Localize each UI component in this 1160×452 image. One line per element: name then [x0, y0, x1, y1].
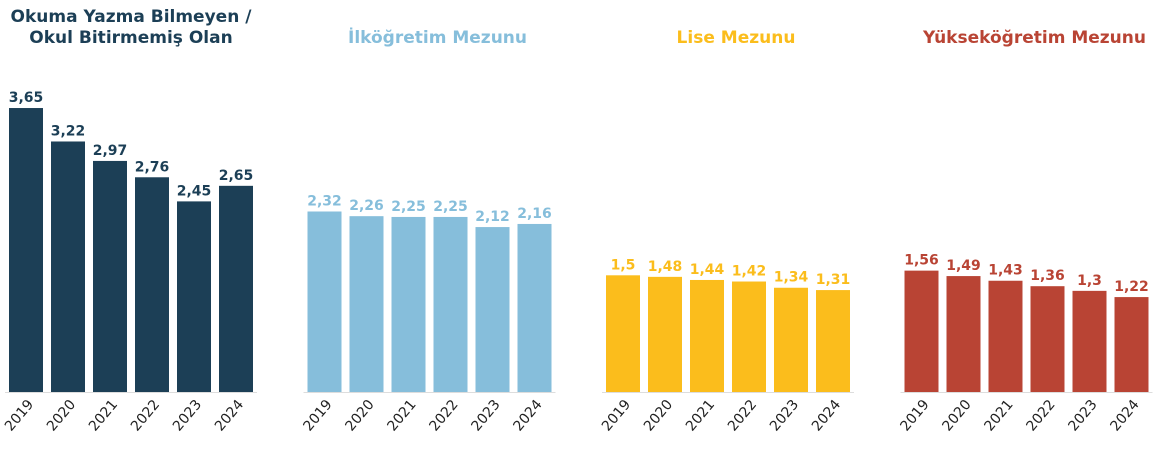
bar [732, 281, 766, 392]
x-tick-label: 2023 [767, 397, 802, 435]
value-label: 1,5 [611, 257, 636, 273]
x-tick-label: 2022 [725, 397, 760, 435]
value-label: 3,22 [51, 123, 86, 139]
value-label: 3,65 [9, 90, 44, 106]
value-label: 1,3 [1077, 273, 1102, 289]
value-label: 2,32 [307, 194, 342, 210]
bar [1030, 286, 1065, 392]
x-tick-label: 2024 [809, 397, 844, 435]
value-label: 2,65 [219, 168, 254, 184]
value-label: 2,76 [135, 159, 170, 175]
chart-title: İlköğretim Mezunu [348, 28, 527, 48]
x-tick-label: 2019 [300, 397, 335, 435]
bar [774, 287, 808, 392]
x-tick-label: 2023 [468, 397, 503, 435]
x-tick-label: 2022 [1023, 397, 1058, 435]
bar [219, 185, 253, 392]
bar [988, 280, 1023, 392]
value-label: 2,26 [349, 198, 384, 214]
bar [307, 211, 342, 392]
value-label: 2,25 [433, 199, 468, 215]
x-tick-label: 2024 [1107, 397, 1142, 435]
value-label: 2,97 [93, 143, 128, 159]
bar [9, 108, 43, 392]
value-label: 1,36 [1030, 268, 1065, 284]
value-label: 1,43 [988, 263, 1023, 279]
value-label: 1,31 [816, 272, 851, 288]
x-tick-label: 2021 [683, 397, 718, 435]
value-label: 1,42 [732, 264, 767, 280]
value-label: 2,45 [177, 183, 212, 199]
x-tick-label: 2019 [599, 397, 634, 435]
x-tick-label: 2020 [44, 397, 79, 435]
bar [51, 141, 85, 392]
value-label: 1,44 [690, 262, 725, 278]
x-tick-label: 2022 [128, 397, 163, 435]
bar [349, 216, 384, 392]
x-tick-label: 2019 [897, 397, 932, 435]
bar [391, 216, 426, 392]
chart-title: Okuma Yazma Bilmeyen / Okul Bitirmemiş O… [10, 7, 252, 48]
x-tick-label: 2024 [510, 397, 545, 435]
bar [433, 216, 468, 392]
x-tick-label: 2024 [212, 397, 247, 435]
x-tick-label: 2021 [384, 397, 419, 435]
bar [648, 276, 682, 392]
bar [177, 201, 211, 392]
x-tick-label: 2020 [342, 397, 377, 435]
x-tick-label: 2021 [981, 397, 1016, 435]
x-tick-label: 2023 [170, 397, 205, 435]
value-label: 1,48 [648, 259, 683, 275]
value-label: 2,25 [391, 199, 426, 215]
bar [1114, 297, 1149, 392]
value-label: 2,12 [475, 209, 510, 225]
x-tick-label: 2022 [426, 397, 461, 435]
value-label: 1,56 [904, 253, 939, 269]
bar [904, 270, 939, 392]
value-label: 1,22 [1114, 279, 1149, 295]
chart-title: Lise Mezunu [676, 28, 796, 48]
value-label: 2,16 [517, 206, 552, 222]
value-label: 1,49 [946, 258, 981, 274]
bar [135, 177, 169, 392]
bar [946, 276, 981, 392]
bar [690, 279, 724, 392]
x-tick-label: 2023 [1065, 397, 1100, 435]
x-tick-label: 2020 [939, 397, 974, 435]
x-tick-label: 2019 [2, 397, 37, 435]
x-tick-label: 2020 [641, 397, 676, 435]
value-label: 1,34 [774, 270, 809, 286]
bar [816, 290, 850, 392]
bar [93, 160, 127, 392]
bar [475, 227, 510, 392]
chart-title: Yükseköğretim Mezunu [923, 28, 1146, 48]
bar [517, 223, 552, 392]
bar [606, 275, 640, 392]
bar [1072, 290, 1107, 392]
x-tick-label: 2021 [86, 397, 121, 435]
